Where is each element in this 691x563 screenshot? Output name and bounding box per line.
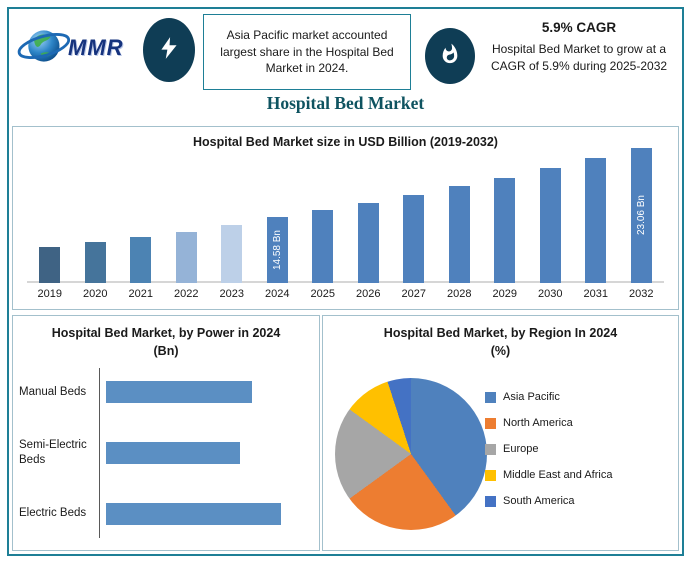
- cagr-box: 5.9% CAGR Hospital Bed Market to grow at…: [480, 20, 678, 75]
- category-label: Manual Beds: [19, 385, 87, 398]
- bars-container: 2019 2020 2021 2022 2023 14.58 Bn 2024 2025 2026…: [27, 148, 664, 304]
- bar-column: 2028: [437, 186, 483, 304]
- legend-item: Asia Pacific: [485, 391, 612, 403]
- bar: [84, 242, 106, 283]
- power-bar: [106, 441, 240, 464]
- flame-icon: [439, 43, 461, 70]
- bar-column: 2021: [118, 237, 164, 304]
- asia-pacific-highlight: Asia Pacific market accounted largest sh…: [203, 14, 411, 90]
- year-label: 2032: [629, 288, 654, 300]
- legend-swatch: [485, 469, 496, 481]
- market-size-chart-title: Hospital Bed Market size in USD Billion …: [193, 135, 498, 149]
- region-pie-chart: [335, 378, 487, 530]
- region-chart-section: Hospital Bed Market, by Region In 2024 (…: [322, 315, 679, 551]
- year-label: 2019: [37, 288, 62, 300]
- bar-column: 2023: [209, 225, 255, 304]
- market-size-plot: 2019 2020 2021 2022 2023 14.58 Bn 2024 2025 2026…: [27, 148, 664, 304]
- year-label: 2022: [174, 288, 199, 300]
- category-label: Electric Beds: [19, 507, 87, 520]
- legend-item: Europe: [485, 443, 612, 455]
- legend-swatch: [485, 495, 496, 507]
- power-chart-section: Hospital Bed Market, by Power in 2024 (B…: [12, 315, 320, 551]
- bar: [585, 158, 607, 283]
- bar-column: 2029: [482, 178, 528, 304]
- bar-column: 23.06 Bn 2032: [619, 148, 665, 304]
- power-bar-row: Semi-Electric Beds: [13, 438, 305, 468]
- logo-text: MMR: [68, 35, 124, 60]
- year-label: 2027: [401, 288, 426, 300]
- legend-label: North America: [503, 417, 573, 429]
- year-label: 2031: [583, 288, 608, 300]
- bar-column: 2031: [573, 158, 619, 304]
- legend-label: South America: [503, 495, 575, 507]
- legend-label: Asia Pacific: [503, 391, 560, 403]
- power-bar-row: Manual Beds: [13, 381, 305, 404]
- bar: [221, 225, 243, 283]
- region-legend: Asia Pacific North America Europe Middle Ea…: [485, 391, 612, 521]
- bar: [175, 232, 197, 283]
- bar-value-label: 14.58 Bn: [271, 229, 283, 271]
- market-size-chart-section: Hospital Bed Market size in USD Billion …: [12, 126, 679, 310]
- bar-value-label: 23.06 Bn: [635, 195, 647, 236]
- y-axis-line: [99, 368, 100, 538]
- region-chart-title: Hospital Bed Market, by Region In 2024 (…: [383, 326, 618, 359]
- bar-column: 2020: [73, 242, 119, 304]
- mmr-logo: MMR: [16, 16, 138, 80]
- power-bar-row: Electric Beds: [13, 502, 305, 525]
- cagr-description: Hospital Bed Market to grow at a CAGR of…: [490, 42, 668, 73]
- flame-badge: [425, 28, 475, 84]
- power-chart-title: Hospital Bed Market, by Power in 2024 (B…: [51, 326, 281, 359]
- bar-column: 2025: [300, 210, 346, 304]
- legend-swatch: [485, 443, 496, 455]
- bar-column: 2027: [391, 195, 437, 304]
- year-label: 2020: [83, 288, 108, 300]
- bar: [494, 178, 516, 283]
- x-axis-line: [27, 281, 664, 283]
- power-bars-container: Manual Beds Semi-Electric Beds Electric Be…: [13, 364, 305, 542]
- bar-column: 2019: [27, 247, 73, 304]
- power-bar: [106, 381, 252, 404]
- bar: [130, 237, 152, 283]
- year-label: 2021: [128, 288, 153, 300]
- year-label: 2026: [356, 288, 381, 300]
- bar: [539, 168, 561, 283]
- bar: [312, 210, 334, 283]
- page-title: Hospital Bed Market: [266, 93, 425, 113]
- bar: [357, 203, 379, 283]
- legend-label: Europe: [503, 443, 539, 455]
- year-label: 2030: [538, 288, 563, 300]
- year-label: 2023: [219, 288, 244, 300]
- bar: [39, 247, 61, 283]
- bar-column: 2026: [346, 203, 392, 304]
- year-label: 2025: [310, 288, 335, 300]
- year-label: 2028: [447, 288, 472, 300]
- legend-swatch: [485, 417, 496, 429]
- legend-label: Middle East and Africa: [503, 469, 613, 481]
- year-label: 2029: [492, 288, 517, 300]
- bar: [448, 186, 470, 283]
- bar: 14.58 Bn: [266, 217, 288, 283]
- bar: 23.06 Bn: [630, 148, 652, 283]
- legend-item: Middle East and Africa: [485, 469, 612, 481]
- globe-icon: [16, 19, 74, 78]
- power-bar: [106, 502, 281, 525]
- bar-column: 14.58 Bn 2024: [255, 217, 301, 304]
- legend-item: South America: [485, 495, 612, 507]
- bar: [403, 195, 425, 283]
- bar-column: 2030: [528, 168, 574, 304]
- legend-swatch: [485, 391, 496, 403]
- lightning-badge: [143, 18, 195, 82]
- legend-item: North America: [485, 417, 612, 429]
- cagr-value: 5.9% CAGR: [541, 20, 617, 35]
- lightning-icon: [156, 35, 182, 66]
- year-label: 2024: [265, 288, 290, 300]
- bar-column: 2022: [164, 232, 210, 304]
- category-label: Semi-Electric Beds: [19, 439, 87, 466]
